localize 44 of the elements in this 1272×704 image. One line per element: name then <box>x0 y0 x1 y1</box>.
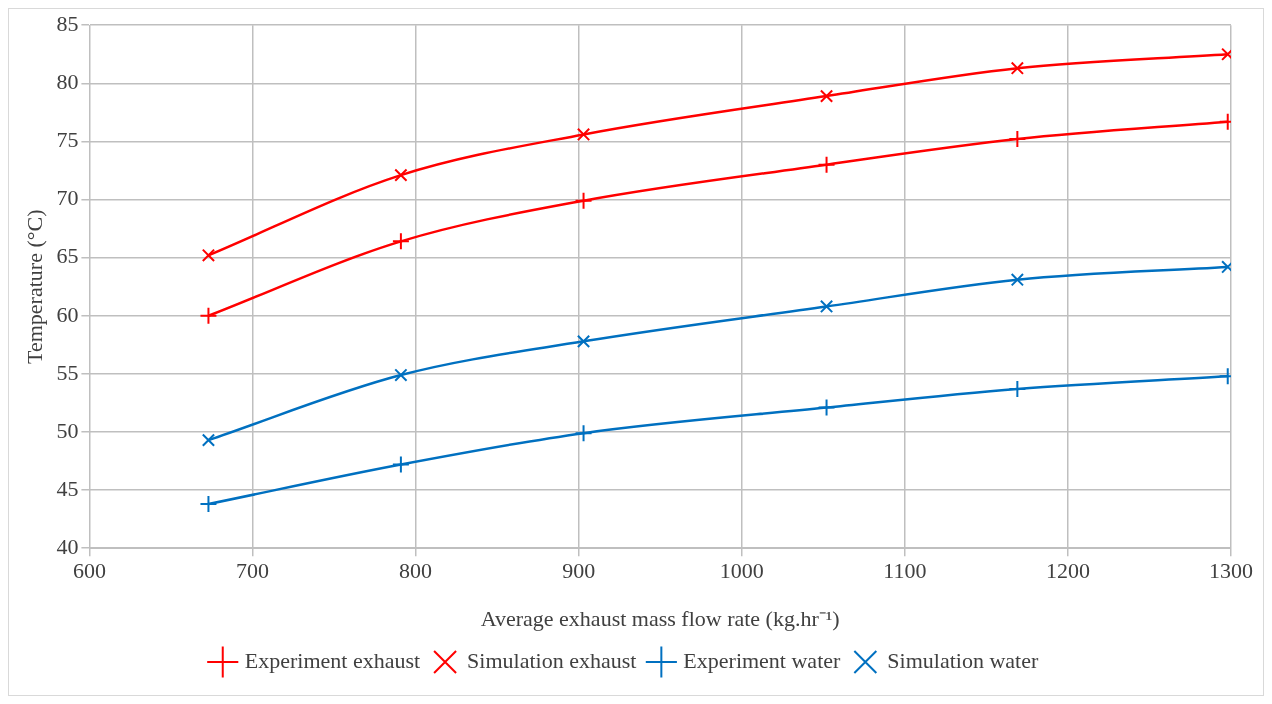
x-tick-label: 800 <box>399 558 433 584</box>
legend-label: Experiment water <box>683 647 842 673</box>
point <box>394 168 408 182</box>
legend-label: Simulation exhaust <box>467 647 637 673</box>
point <box>574 424 593 443</box>
point <box>576 127 591 142</box>
point <box>1010 61 1025 75</box>
point <box>201 248 216 262</box>
point <box>391 455 410 474</box>
point <box>1010 273 1025 287</box>
x-tick-label: 600 <box>72 558 106 584</box>
point <box>199 495 218 514</box>
x-tick-label: 900 <box>562 558 596 584</box>
point <box>199 306 218 325</box>
legend-label: Experiment exhaust <box>244 647 421 673</box>
x-tick-label: 1000 <box>719 558 764 584</box>
point <box>394 368 408 382</box>
x-tick-label: 1200 <box>1045 558 1090 584</box>
y-tick-label: 50 <box>56 417 79 443</box>
point <box>817 398 836 417</box>
y-tick-label: 80 <box>56 69 79 95</box>
y-tick-label: 70 <box>56 185 79 211</box>
legend-label: Simulation water <box>887 647 1039 673</box>
y-axis-title: Temperature (°C) <box>21 209 47 364</box>
x-tick-label: 1100 <box>883 558 927 584</box>
point <box>576 334 591 348</box>
y-tick-label: 75 <box>56 127 79 153</box>
point <box>574 191 593 210</box>
y-tick-label: 40 <box>56 533 79 559</box>
point <box>819 299 834 314</box>
x-axis-title: Average exhaust mass flow rate (kg.hr⁻¹) <box>480 605 840 631</box>
y-tick-label: 45 <box>56 475 79 501</box>
y-tick-label: 60 <box>56 301 79 327</box>
point <box>391 232 410 251</box>
point <box>1008 379 1027 398</box>
y-tick-label: 55 <box>56 359 79 385</box>
y-tick-label: 85 <box>56 10 79 36</box>
x-tick-label: 700 <box>235 558 269 584</box>
x-tick-label: 1300 <box>1209 558 1253 584</box>
point <box>819 89 834 103</box>
y-tick-label: 65 <box>56 243 79 269</box>
point <box>817 155 836 174</box>
point <box>1008 130 1027 149</box>
point <box>201 433 216 447</box>
